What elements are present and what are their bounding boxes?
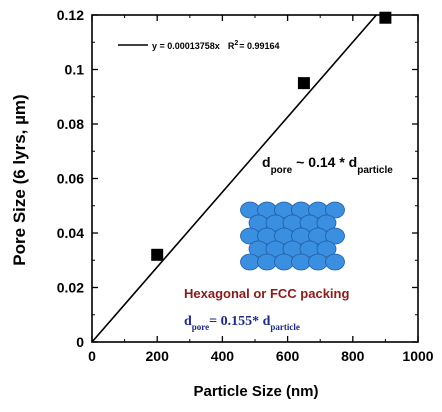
packing-sphere	[240, 253, 260, 271]
data-point-square	[297, 77, 310, 90]
y-tick-label: 0	[76, 334, 84, 350]
relation-approx-sub-particle: particle	[357, 165, 393, 176]
annotation-packing-label: Hexagonal or FCC packing	[184, 286, 349, 301]
fit-line-group	[91, 14, 377, 343]
annotation-relation-exact: dpore= 0.155* dparticle	[184, 314, 300, 332]
x-tick-label: 800	[341, 348, 365, 364]
data-points-group	[151, 11, 392, 261]
legend-equation: y = 0.00013758x	[152, 41, 220, 51]
relation-approx-d: d	[262, 154, 271, 170]
y-tick-label: 0.1	[65, 62, 85, 78]
packing-sphere	[257, 253, 277, 271]
relation-exact-sub-particle: particle	[270, 322, 300, 332]
y-tick-label: 0.04	[57, 225, 84, 241]
data-point-square	[379, 11, 392, 24]
legend-r2-superscript: 2	[234, 40, 238, 47]
packing-sphere	[316, 240, 337, 258]
packing-sphere	[325, 253, 345, 271]
y-axis-label: Pore Size (6 lyrs, µm)	[10, 94, 29, 265]
data-point-square	[151, 248, 164, 261]
annotation-relation-approx: dpore ~ 0.14 * dparticle	[262, 154, 393, 176]
legend-r2-symbol: R	[228, 41, 235, 51]
x-tick-label: 400	[211, 348, 235, 364]
x-axis-label: Particle Size (nm)	[193, 383, 318, 400]
legend-label: y = 0.00013758x R2= 0.99164	[152, 40, 280, 51]
ticks-group: 0 200 400 600 800 1000 0 0.02 0.04 0.06 0.08 0.1 0.1…	[57, 7, 434, 364]
relation-exact-d: d	[184, 314, 192, 329]
x-tick-label: 0	[88, 348, 96, 364]
fit-line	[91, 14, 377, 343]
y-tick-label: 0.06	[57, 171, 84, 187]
legend-r2-value: = 0.99164	[239, 41, 279, 51]
relation-exact-middle: = 0.155* d	[209, 314, 270, 329]
relation-exact-sub-pore: pore	[192, 322, 209, 332]
packing-sphere	[274, 253, 294, 271]
packing-sphere	[325, 201, 345, 219]
packing-sphere	[325, 227, 345, 245]
packing-inset-group	[240, 201, 345, 271]
relation-approx-middle: ~ 0.14 * d	[292, 154, 357, 170]
x-tick-label: 200	[146, 348, 170, 364]
packing-sphere	[291, 253, 311, 271]
y-tick-label: 0.08	[57, 116, 84, 132]
packing-sphere	[316, 214, 337, 232]
relation-approx-sub-pore: pore	[271, 165, 293, 176]
x-tick-label: 1000	[402, 348, 433, 364]
x-tick-label: 600	[276, 348, 300, 364]
y-tick-label: 0.12	[57, 7, 84, 23]
y-tick-label: 0.02	[57, 280, 84, 296]
packing-sphere	[308, 253, 328, 271]
annotations-group: Particle Size (nm) Pore Size (6 lyrs, µm…	[10, 40, 393, 400]
